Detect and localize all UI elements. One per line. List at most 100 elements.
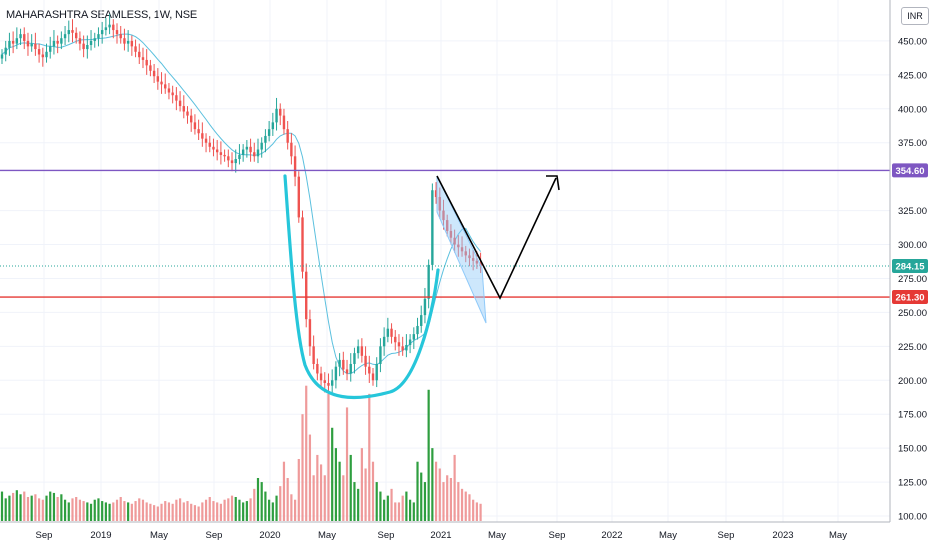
candle-body: [164, 84, 167, 89]
candle-body: [37, 49, 41, 55]
candle-body: [260, 142, 263, 150]
candle-body: [449, 230, 453, 238]
x-tick-label: May: [150, 530, 168, 541]
volume-bar: [71, 498, 74, 521]
candle-body: [67, 30, 70, 35]
volume-bar: [338, 461, 341, 521]
candle-body: [308, 319, 312, 347]
y-tick-label: 325.00: [898, 206, 927, 217]
candle-body: [446, 220, 449, 231]
volume-bar: [279, 486, 282, 521]
candle-body: [82, 43, 85, 50]
x-tick-label: May: [659, 530, 677, 541]
candle-body: [223, 154, 226, 157]
candle-body: [356, 346, 360, 354]
candle-body: [11, 40, 15, 44]
volume-bar: [327, 393, 330, 521]
candle-body: [197, 129, 200, 134]
x-tick-label: Sep: [549, 530, 566, 541]
candle-body: [138, 51, 141, 58]
candle-body: [253, 152, 256, 157]
resistance-price-label-bg: [892, 163, 928, 178]
volume-bar: [182, 502, 185, 521]
candle-body: [19, 34, 22, 39]
candle-body: [204, 138, 208, 143]
volume-bar: [434, 461, 438, 521]
volume-bar: [316, 454, 319, 521]
volume-bar: [0, 491, 4, 521]
y-tick-label: 300.00: [898, 240, 927, 251]
chart-grid: [0, 0, 890, 522]
volume-bar: [201, 502, 204, 521]
volume-bar: [78, 499, 82, 521]
candle-body: [86, 45, 89, 50]
volume-bar: [115, 499, 119, 521]
volume-bar: [397, 502, 401, 521]
volume-bar: [216, 502, 219, 521]
candle-body: [167, 88, 171, 93]
candle-body: [349, 363, 352, 374]
candle-body: [305, 271, 308, 320]
y-tick-label: 275.00: [898, 274, 927, 285]
volume-bar: [38, 498, 41, 521]
volume-bar: [301, 414, 304, 521]
volume-bar: [93, 499, 96, 521]
volume-bar: [290, 494, 293, 521]
candle-body: [245, 146, 249, 150]
x-tick-label: Sep: [378, 530, 395, 541]
volume-bar: [305, 385, 308, 521]
x-tick-label: Sep: [718, 530, 735, 541]
volume-bar: [368, 393, 371, 521]
volume-bar: [449, 477, 453, 521]
x-tick-label: May: [318, 530, 336, 541]
candle-body: [234, 159, 237, 164]
x-tick-label: 2019: [90, 530, 111, 541]
candle-body: [182, 106, 185, 112]
candle-body: [460, 247, 464, 252]
volume-bar: [193, 505, 197, 521]
volume-bar: [149, 503, 152, 521]
volume-bar: [30, 495, 33, 521]
volume-bar: [472, 499, 475, 521]
volume-bar: [186, 501, 189, 521]
volume-bar: [349, 454, 352, 521]
volume-bar: [134, 501, 137, 521]
volume-bar: [119, 496, 122, 521]
y-tick-label: 425.00: [898, 70, 927, 81]
volume-bar: [26, 496, 30, 521]
currency-badge[interactable]: INR: [901, 7, 929, 25]
candle-body: [56, 40, 59, 44]
candle-body: [193, 122, 197, 130]
x-tick-label: 2022: [601, 530, 622, 541]
x-tick-label: Sep: [36, 530, 53, 541]
candle-body: [408, 339, 412, 345]
resistance-price-label: 354.60: [895, 166, 924, 177]
candle-body: [26, 40, 30, 47]
candle-body: [327, 382, 330, 386]
volume-bar: [275, 495, 278, 521]
volume-bar: [460, 488, 464, 521]
candle-body: [457, 244, 460, 248]
x-tick-label: Sep: [206, 530, 223, 541]
candle-body: [397, 342, 401, 347]
candle-body: [190, 115, 193, 123]
candle-body: [334, 366, 338, 381]
volume-bar: [4, 498, 7, 521]
volume-bar: [357, 488, 360, 521]
volume-bar: [219, 503, 222, 521]
candle-body: [286, 129, 289, 143]
volume-bar: [268, 499, 271, 521]
y-tick-label: 150.00: [898, 444, 927, 455]
volume-bar: [145, 502, 148, 521]
volume-bar: [123, 501, 126, 521]
volume-bar: [156, 506, 159, 521]
candle-body: [208, 142, 211, 147]
candle-body: [293, 156, 297, 177]
y-tick-label: 250.00: [898, 308, 927, 319]
candle-body: [108, 24, 111, 28]
volume-bar: [67, 502, 70, 521]
candle-body: [279, 108, 282, 116]
volume-bar: [409, 499, 412, 521]
candle-body: [420, 315, 423, 326]
